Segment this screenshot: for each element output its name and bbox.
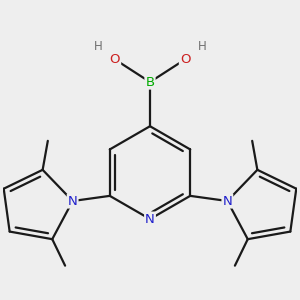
Text: H: H xyxy=(94,40,102,53)
Text: N: N xyxy=(145,213,155,226)
Text: N: N xyxy=(68,194,77,208)
Text: H: H xyxy=(198,40,206,53)
Text: N: N xyxy=(223,194,232,208)
Text: O: O xyxy=(110,53,120,66)
Text: B: B xyxy=(146,76,154,88)
Text: O: O xyxy=(180,53,190,66)
